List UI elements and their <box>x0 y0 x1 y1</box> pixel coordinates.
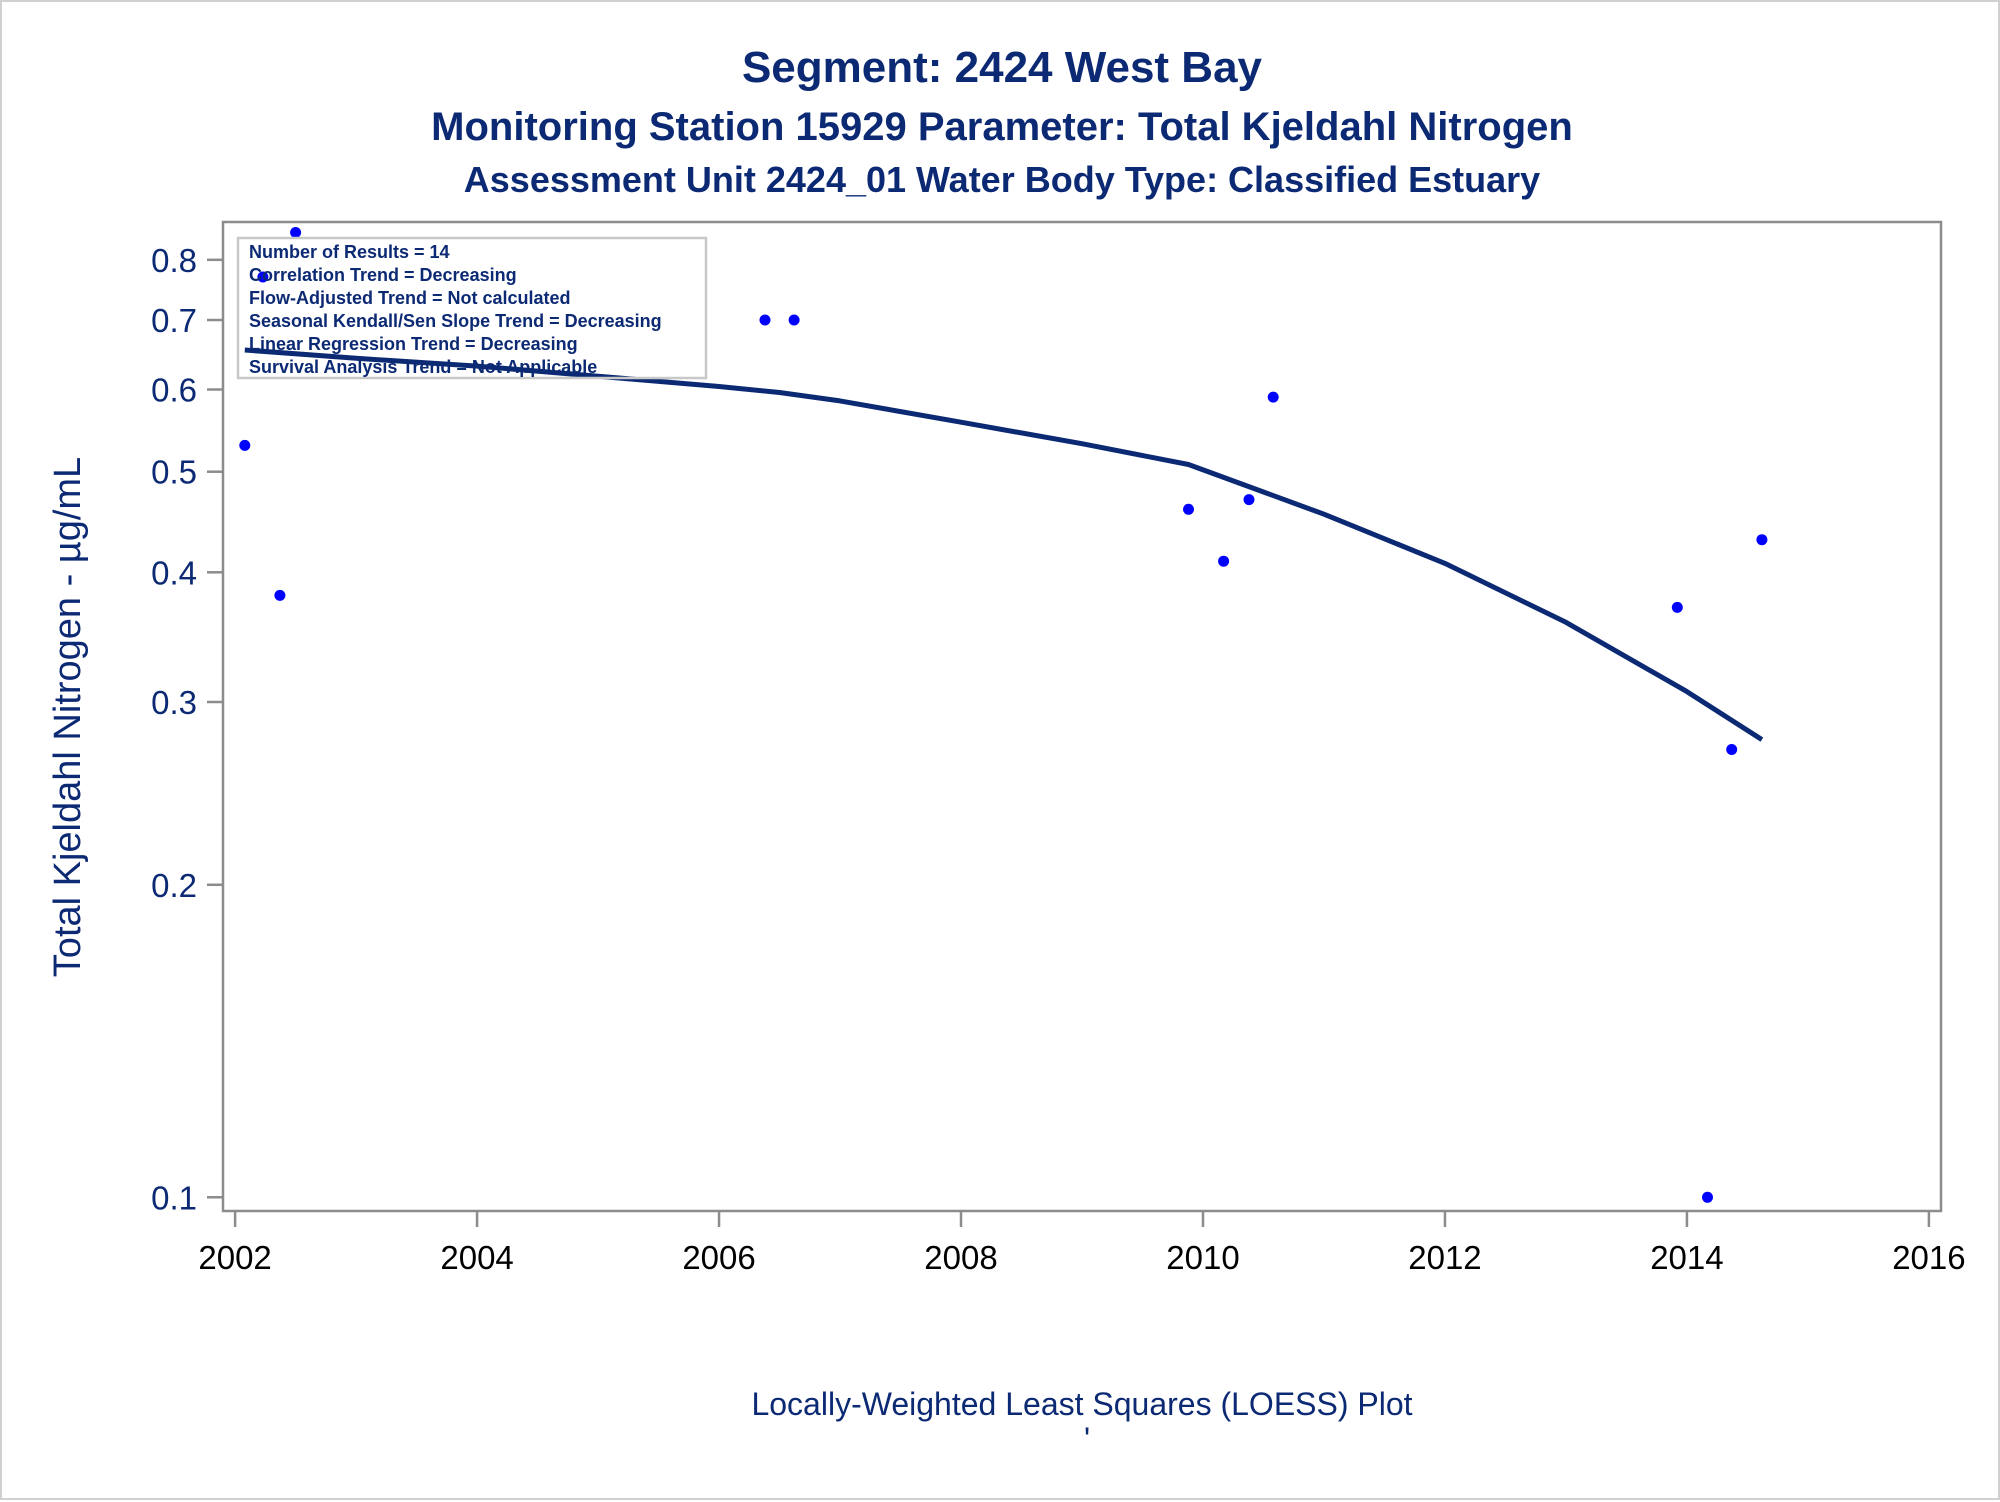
stats-line: Correlation Trend = Decreasing <box>249 265 517 285</box>
y-axis: 0.1 0.2 0.3 0.4 0.5 0.6 0.7 0.8 <box>151 242 223 1216</box>
chart-footnote: Locally-Weighted Least Squares (LOESS) P… <box>751 1386 1412 1422</box>
x-tick-label: 2010 <box>1166 1239 1239 1276</box>
stats-line: Linear Regression Trend = Decreasing <box>249 334 578 354</box>
x-tick-label: 2008 <box>924 1239 997 1276</box>
data-point <box>1756 534 1768 546</box>
x-tick-label: 2016 <box>1892 1239 1965 1276</box>
y-tick-label: 0.2 <box>151 867 197 904</box>
data-points <box>239 227 1768 1203</box>
data-point <box>1671 601 1683 613</box>
loess-curve <box>244 347 1764 742</box>
x-tick-label: 2006 <box>682 1239 755 1276</box>
x-tick-label: 2002 <box>198 1239 271 1276</box>
x-tick-label: 2004 <box>440 1239 513 1276</box>
x-tick-label: 2012 <box>1408 1239 1481 1276</box>
stats-line: Number of Results = 14 <box>249 242 450 262</box>
data-point <box>274 589 286 601</box>
stats-line: Seasonal Kendall/Sen Slope Trend = Decre… <box>249 311 662 331</box>
y-tick-label: 0.3 <box>151 684 197 721</box>
x-axis: 2002 2004 2006 2008 2010 2012 2014 2016 <box>198 1211 1966 1276</box>
data-point <box>1702 1191 1713 1203</box>
y-tick-label: 0.1 <box>151 1179 197 1216</box>
y-tick-label: 0.5 <box>151 454 197 491</box>
plot-area <box>221 220 1943 1213</box>
data-point <box>290 227 302 238</box>
chart-footnote-mark: ' <box>1084 1421 1090 1457</box>
data-point <box>759 314 771 326</box>
y-tick-label: 0.6 <box>151 372 197 409</box>
stats-box-border <box>236 236 708 380</box>
y-tick-label: 0.4 <box>151 554 197 591</box>
data-point <box>788 314 800 326</box>
data-point <box>257 271 269 283</box>
y-tick-label: 0.7 <box>151 302 197 339</box>
chart-title: Segment: 2424 West Bay <box>742 43 1263 92</box>
data-point <box>1726 744 1738 755</box>
stats-line: Flow-Adjusted Trend = Not calculated <box>249 288 571 308</box>
y-tick-label: 0.8 <box>151 242 197 279</box>
data-point <box>1218 555 1230 567</box>
data-point <box>1267 391 1279 403</box>
y-axis-label: Total Kjeldahl Nitrogen - µg/mL <box>47 457 89 977</box>
stats-line: Survival Analysis Trend = Not Applicable <box>249 357 597 377</box>
data-point <box>239 439 251 451</box>
trend-statistics-box: Number of Results = 14 Correlation Trend… <box>236 236 708 380</box>
chart-subtitle: Monitoring Station 15929 Parameter: Tota… <box>431 105 1573 149</box>
data-point <box>1183 503 1194 515</box>
data-point <box>1243 494 1255 506</box>
chart-subtitle-2: Assessment Unit 2424_01 Water Body Type:… <box>464 159 1540 200</box>
x-tick-label: 2014 <box>1650 1239 1723 1276</box>
